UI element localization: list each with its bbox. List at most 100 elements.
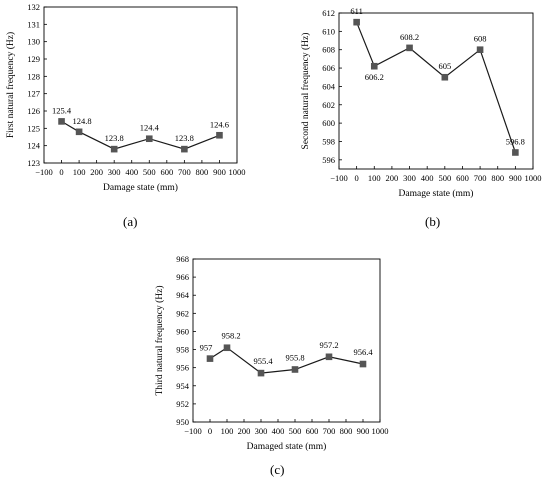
panel-1-x-tick-label: 100 <box>73 167 86 177</box>
panel-1-y-tick-label: 125 <box>27 123 40 133</box>
panel-3-data-label: 958.2 <box>221 331 240 341</box>
panel-2-data-point <box>353 18 360 26</box>
panel-1-x-tick-label: 400 <box>125 167 138 177</box>
panel-1-data-label: 123.8 <box>105 133 124 143</box>
panel-1-x-tick-label: 700 <box>178 167 191 177</box>
panel-1-data-label: 125.4 <box>52 105 72 115</box>
panel-1-y-tick-label: 124 <box>27 141 41 151</box>
panel-3-x-axis-title: Damaged state (mm) <box>247 441 327 452</box>
panel-3-y-tick-label: 968 <box>176 254 189 264</box>
panel-2-x-tick-label: 500 <box>438 173 451 183</box>
panel-2-x-tick-label: 700 <box>474 173 487 183</box>
panel-2-x-tick-label: 900 <box>509 173 522 183</box>
panel-3-x-tick-label: 600 <box>306 426 319 436</box>
panel-2-data-point <box>406 44 413 52</box>
panel-3-data-label: 955.8 <box>285 352 304 362</box>
panel-2-x-tick-label: 600 <box>456 173 469 183</box>
panel-1-data-point <box>216 131 223 139</box>
panel-2-x-axis-title: Damage state (mm) <box>399 188 474 199</box>
panel-2-x-tick-label: 1000 <box>525 173 542 183</box>
panel-3-y-tick-label: 960 <box>176 326 189 336</box>
panel-2-series-line <box>356 21 516 153</box>
panel-3-y-axis-title: Third natural frequency (Hz) <box>154 286 165 396</box>
panel-3-x-tick-label: −100 <box>184 426 202 436</box>
panel-3-data-label: 956.4 <box>353 347 373 357</box>
panel-2-data-point <box>512 149 519 156</box>
panel-2-data-point <box>441 73 449 81</box>
panel-1-data-label: 124.8 <box>73 116 92 126</box>
panel-1-data-point <box>58 118 65 125</box>
panel-2-y-tick-label: 610 <box>322 26 335 36</box>
panel-2-data-label: 596.8 <box>506 136 525 146</box>
panel-2-x-tick-label: 100 <box>368 173 381 183</box>
panel-3-y-tick-label: 966 <box>176 272 189 282</box>
panel-1-y-tick-label: 132 <box>27 2 40 12</box>
panel-2-y-tick-label: 596 <box>322 155 335 165</box>
panel-2-x-tick-label: 800 <box>491 173 504 183</box>
panel-1-x-tick-label: −100 <box>35 167 53 177</box>
panel-3-y-tick-label: 958 <box>176 345 189 355</box>
panel-3-x-tick-label: 900 <box>357 426 370 436</box>
panel-3-x-tick-label: 0 <box>208 426 212 436</box>
panel-1-x-axis-title: Damage state (mm) <box>103 182 178 193</box>
panel-3-x-tick-label: 400 <box>272 426 285 436</box>
panel-3-y-tick-label: 950 <box>176 417 189 427</box>
panel-3-x-tick-label: 800 <box>340 426 353 436</box>
panel-label-b: (b) <box>425 214 441 229</box>
panel-1-data-point <box>181 145 188 153</box>
panel-label-a: (a) <box>123 214 138 229</box>
panel-2-y-tick-label: 600 <box>322 118 335 128</box>
panel-3-x-tick-label: 200 <box>238 426 251 436</box>
panel-3-y-tick-label: 954 <box>176 381 190 391</box>
panel-3-plot-frame <box>192 258 381 423</box>
panel-2-x-tick-label: 400 <box>421 173 434 183</box>
panel-1-y-tick-label: 129 <box>27 54 40 64</box>
panel-1-x-tick-label: 0 <box>59 167 63 177</box>
panel-2-y-tick-label: 612 <box>322 8 335 18</box>
panel-3-x-tick-label: 100 <box>221 426 234 436</box>
panel-2-y-tick-label: 608 <box>322 45 335 55</box>
panel-2-data-point <box>370 62 378 70</box>
panel-3-y-tick-label: 964 <box>176 290 190 300</box>
panel-2-x-tick-label: 300 <box>403 173 416 183</box>
panel-1-y-tick-label: 123 <box>27 158 40 168</box>
panel-2-x-tick-label: 200 <box>386 173 399 183</box>
panel-2-y-tick-label: 602 <box>322 100 335 110</box>
panel-2-x-tick-label: 0 <box>355 173 359 183</box>
panel-2-plot-frame <box>338 12 534 170</box>
panel-1-x-tick-label: 900 <box>213 167 226 177</box>
panel-3-x-tick-label: 500 <box>289 426 302 436</box>
panel-2-y-tick-label: 604 <box>322 81 336 91</box>
panel-2-y-tick-label: 606 <box>322 63 335 73</box>
panel-1-y-tick-label: 126 <box>27 106 40 116</box>
panel-3-x-tick-label: 1000 <box>372 426 389 436</box>
panel-3-data-point <box>223 344 231 352</box>
panel-2-data-label: 606.2 <box>365 72 384 82</box>
panel-2-data-label: 605 <box>438 61 451 71</box>
panel-3-y-tick-label: 952 <box>176 399 189 409</box>
panel-1-x-tick-label: 1000 <box>229 167 246 177</box>
panel-label-c: (c) <box>270 462 285 477</box>
panel-1-data-label: 123.8 <box>175 133 194 143</box>
panel-1-x-tick-label: 600 <box>160 167 173 177</box>
panel-1-data-label: 124.6 <box>210 119 229 129</box>
panel-1-data-point <box>75 128 83 136</box>
panel-3-y-tick-label: 962 <box>176 308 189 318</box>
panel-1-x-tick-label: 200 <box>90 167 103 177</box>
panel-3-data-label: 955.4 <box>253 356 273 366</box>
panel-1-y-tick-label: 127 <box>27 89 40 99</box>
panel-2-y-axis-title: Second natural frequency (Hz) <box>300 33 311 150</box>
panel-3-x-tick-label: 300 <box>255 426 268 436</box>
panel-1-data-point <box>110 145 118 153</box>
panel-2-data-label: 608.2 <box>400 32 419 42</box>
panel-1-plot-frame <box>43 6 238 164</box>
panel-1-data-label: 124.4 <box>140 123 160 133</box>
panel-3-data-point <box>206 355 214 362</box>
panel-1-x-tick-label: 800 <box>196 167 209 177</box>
panel-3-data-point <box>325 353 333 361</box>
panel-2-data-label: 608 <box>474 34 487 44</box>
panel-1-y-tick-label: 131 <box>27 19 40 29</box>
panel-1-y-axis-title: First natural frequency (Hz) <box>5 32 16 138</box>
